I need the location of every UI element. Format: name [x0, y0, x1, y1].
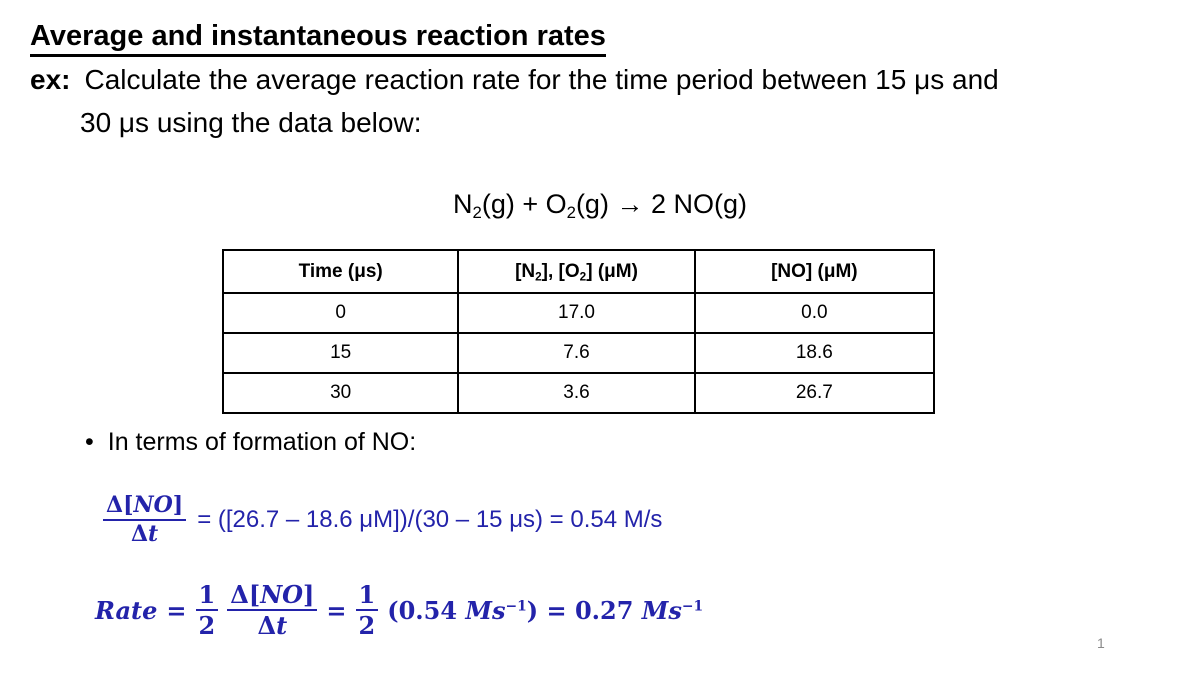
- one-half-fraction: 1 2: [195, 582, 219, 638]
- header-o2-subscript: 2: [579, 270, 587, 284]
- header-no-concentration: [NO] (μM): [693, 249, 936, 294]
- example-line-2: 30 μs using the data below:: [80, 107, 422, 138]
- slide-title: Average and instantaneous reaction rates: [30, 20, 606, 58]
- fraction-numerator: Δ[NO]: [103, 493, 187, 522]
- cell-reactants-0: 17.0: [457, 292, 696, 334]
- cell-product-1: 18.6: [693, 332, 936, 374]
- example-prefix: ex:: [30, 64, 71, 95]
- reaction-equation: N2(g) + O2(g) → 2 NO(g): [0, 189, 1200, 223]
- one-half-fraction: 1 2: [355, 582, 379, 638]
- delta-no-over-delta-t-fraction: Δ[NO] Δt: [103, 493, 187, 548]
- average-rate-calculation: = ([26.7 – 18.6 μM])/(30 – 15 μs) = 0.54…: [197, 506, 663, 534]
- header-n2-subscript: 2: [535, 270, 542, 284]
- bullet-line: • In terms of formation of NO:: [85, 428, 416, 457]
- reaction-o2-subscript: 2: [566, 203, 576, 223]
- cell-product-0: 0.0: [693, 292, 936, 334]
- rate-label: Rate: [95, 595, 158, 625]
- table-row: 0 17.0 0.0: [221, 292, 936, 334]
- page-number: 1: [1097, 635, 1105, 651]
- reaction-plus-o2: (g) + O: [481, 189, 567, 219]
- header-reactant-concentrations: [N2], [O2] (μM): [457, 249, 696, 294]
- example-line-1: ex: Calculate the average reaction rate f…: [30, 64, 999, 96]
- table-header-row: Time (μs) [N2], [O2] (μM) [NO] (μM): [221, 249, 936, 294]
- bullet-text: In terms of formation of NO:: [107, 428, 417, 456]
- table-row: 15 7.6 18.6: [221, 332, 936, 374]
- bullet-icon: •: [85, 428, 94, 456]
- equals-sign: =: [166, 595, 187, 625]
- exponent: −1: [681, 598, 704, 615]
- reaction-n2-symbol: N: [453, 189, 473, 219]
- fraction-denominator: Δt: [130, 521, 159, 548]
- rate-result: (0.54 Ms−1) = 0.27 Ms−1: [387, 595, 704, 625]
- data-table: Time (μs) [N2], [O2] (μM) [NO] (μM) 0 17…: [221, 249, 936, 414]
- delta-no-over-delta-t-fraction: Δ[NO] Δt: [227, 582, 318, 641]
- example-text-1: Calculate the average reaction rate for …: [84, 64, 999, 95]
- cell-time-0: 0: [221, 292, 460, 334]
- reaction-n2-subscript: 2: [472, 203, 482, 223]
- cell-time-2: 30: [221, 372, 460, 414]
- reaction-product: (g) → 2 NO(g): [575, 189, 747, 219]
- rate-equation: Rate = 1 2 Δ[NO] Δt = 1 2 (0.54 Ms−1) = …: [95, 582, 704, 641]
- cell-reactants-1: 7.6: [457, 332, 696, 374]
- fraction-denominator: Δt: [257, 611, 288, 641]
- header-time: Time (μs): [221, 249, 460, 294]
- cell-product-2: 26.7: [693, 372, 936, 414]
- fraction-numerator: Δ[NO]: [227, 582, 318, 612]
- cell-time-1: 15: [221, 332, 460, 374]
- average-rate-equation: Δ[NO] Δt = ([26.7 – 18.6 μM])/(30 – 15 μ…: [103, 493, 663, 548]
- table-row: 30 3.6 26.7: [221, 372, 936, 414]
- equals-sign: =: [326, 595, 347, 625]
- exponent: −1: [505, 598, 527, 615]
- cell-reactants-2: 3.6: [457, 372, 696, 414]
